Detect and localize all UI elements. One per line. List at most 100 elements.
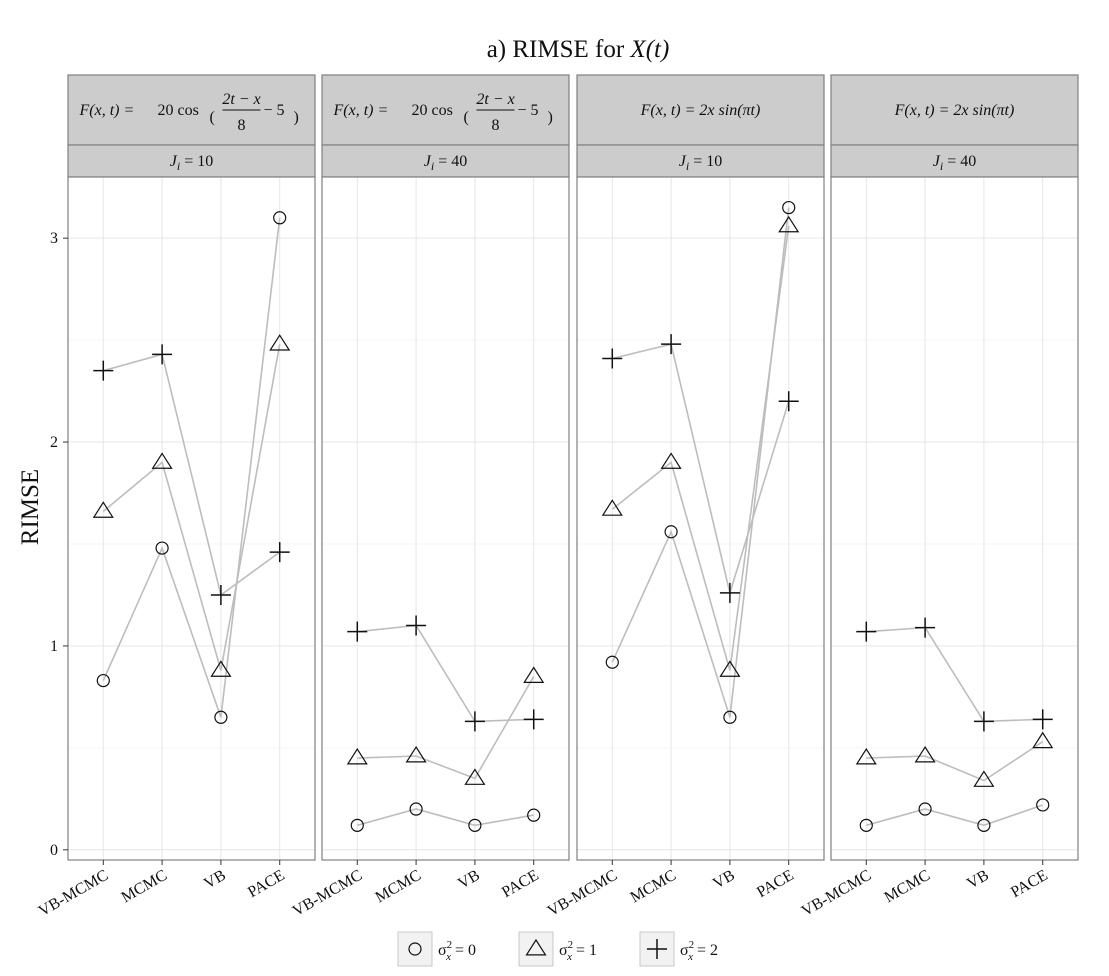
y-axis: 0 1 2 3	[50, 230, 68, 859]
data-point-circle	[527, 808, 541, 822]
data-point-circle	[350, 818, 364, 832]
svg-text:F(x, t) =: F(x, t) =	[79, 102, 135, 119]
plot-area	[577, 177, 824, 860]
data-point-plus	[1032, 709, 1053, 730]
data-point-circle	[1036, 798, 1050, 812]
data-point-plus	[152, 344, 173, 365]
strip-top-label: F(x, t) = 2x sin(πt)	[894, 102, 1015, 119]
series-points-circle	[96, 211, 287, 724]
series-line-circle	[357, 808, 534, 827]
series-points-triangle	[92, 334, 291, 677]
data-point-triangle	[855, 747, 877, 765]
series-line-plus	[612, 343, 790, 596]
svg-text:2t − x: 2t − x	[222, 91, 260, 108]
series-points-plus	[856, 617, 1053, 732]
legend-symbol-triangle	[525, 938, 547, 956]
x-tick-label: MCMC	[118, 867, 170, 907]
svg-text:): )	[294, 109, 299, 126]
strip-top	[576, 74, 825, 146]
series-points-triangle	[601, 215, 800, 677]
svg-text:20 cos: 20 cos	[412, 102, 453, 119]
x-tick-label: MCMC	[881, 867, 933, 907]
legend-symbol-circle	[408, 942, 422, 956]
panel-border	[576, 176, 825, 861]
x-tick-label: PACE	[499, 867, 542, 901]
data-point-triangle	[914, 745, 936, 763]
x-tick-label: VB-MCMC	[36, 867, 111, 920]
data-point-circle	[977, 818, 991, 832]
strip-top-label: F(x, t) = 20 cos (2t − x 8 − 5)	[333, 91, 553, 134]
data-point-triangle	[464, 768, 486, 785]
plot-area	[322, 177, 569, 860]
facet-panel-4: F(x, t) = 2x sin(πt) Ji = 40 VB-MCMC MCMC VB…	[799, 74, 1079, 920]
data-point-plus	[269, 542, 290, 563]
data-point-plus	[602, 348, 623, 369]
x-axis: VB-MCMC MCMC VB PACE	[545, 860, 797, 920]
x-tick-label: PACE	[754, 867, 797, 901]
data-point-circle	[723, 710, 737, 724]
x-tick-label: PACE	[245, 867, 288, 901]
data-point-circle	[409, 802, 423, 816]
data-point-triangle	[269, 334, 291, 351]
svg-text:): )	[548, 109, 553, 126]
data-point-circle	[214, 710, 228, 724]
legend-item-triangle: σ2 x = 1	[518, 931, 597, 967]
data-point-triangle	[719, 660, 741, 677]
x-tick-label: VB	[201, 867, 229, 893]
series-line-circle	[102, 217, 281, 718]
svg-text:F(x, t) = 2x sin(πt): F(x, t) = 2x sin(πt)	[894, 102, 1015, 119]
svg-text:− 5: − 5	[518, 102, 539, 119]
strip-top	[830, 74, 1079, 146]
strip-bottom-label: Ji = 40	[424, 153, 467, 173]
legend-key	[397, 931, 433, 967]
data-point-triangle	[346, 747, 368, 765]
chart-title-math: X(t)	[629, 36, 669, 63]
facet-panel-2: F(x, t) = 20 cos (2t − x 8 − 5) Ji = 40 VB-MC…	[290, 74, 570, 920]
strip-bottom-label: Ji = 40	[933, 153, 976, 173]
x-tick-label: VB-MCMC	[290, 867, 365, 920]
strip-top	[321, 74, 570, 146]
data-point-circle	[273, 211, 287, 225]
x-tick-label: VB-MCMC	[545, 867, 620, 920]
svg-text:F(x, t) = 2x sin(πt): F(x, t) = 2x sin(πt)	[640, 102, 761, 119]
data-point-circle	[468, 818, 482, 832]
series-line-plus	[357, 624, 534, 723]
y-tick-label: 1	[50, 638, 58, 655]
series-line-triangle	[866, 741, 1044, 782]
strip-top-label: F(x, t) = 2x sin(πt)	[640, 102, 761, 119]
strip-bottom	[576, 144, 825, 178]
legend-label: σ2 x = 1	[559, 939, 597, 963]
svg-text:− 5: − 5	[264, 102, 285, 119]
series-points-triangle	[346, 666, 545, 785]
series-points-plus	[347, 615, 544, 732]
series-points-plus	[602, 334, 799, 603]
svg-text:8: 8	[238, 117, 246, 134]
data-point-circle	[155, 541, 169, 555]
series-line-plus	[103, 353, 281, 597]
x-tick-label: VB	[710, 867, 738, 893]
y-tick-label: 3	[50, 230, 58, 247]
svg-text:a) RIMSE for X(t): a) RIMSE for X(t)	[487, 36, 670, 63]
strip-bottom-label: Ji = 10	[170, 153, 213, 173]
data-point-triangle	[151, 452, 173, 469]
gridlines	[68, 177, 315, 860]
legend-label: σ2 x = 2	[680, 939, 718, 963]
x-axis: VB-MCMC MCMC VB PACE	[799, 860, 1051, 920]
strip-bottom	[830, 144, 1079, 178]
legend-item-plus: σ2 x = 2	[639, 931, 718, 967]
series-line-triangle	[357, 676, 535, 780]
svg-text:2t − x: 2t − x	[476, 91, 514, 108]
data-point-plus	[719, 582, 740, 603]
legend-item-circle: σ2 x = 0	[397, 931, 476, 967]
strip-top-label: F(x, t) = 20 cos (2t − x 8 − 5)	[79, 91, 299, 134]
series-line-circle	[866, 804, 1043, 827]
facet-panels: F(x, t) = 20 cos (2t − x 8 − 5) Ji = 10 VB-MC…	[36, 74, 1079, 920]
data-point-plus	[347, 621, 368, 642]
panel-border	[67, 176, 316, 861]
data-point-circle	[782, 200, 796, 215]
data-point-plus	[973, 711, 994, 732]
series-points-circle	[350, 802, 541, 832]
x-tick-label: MCMC	[372, 867, 424, 907]
